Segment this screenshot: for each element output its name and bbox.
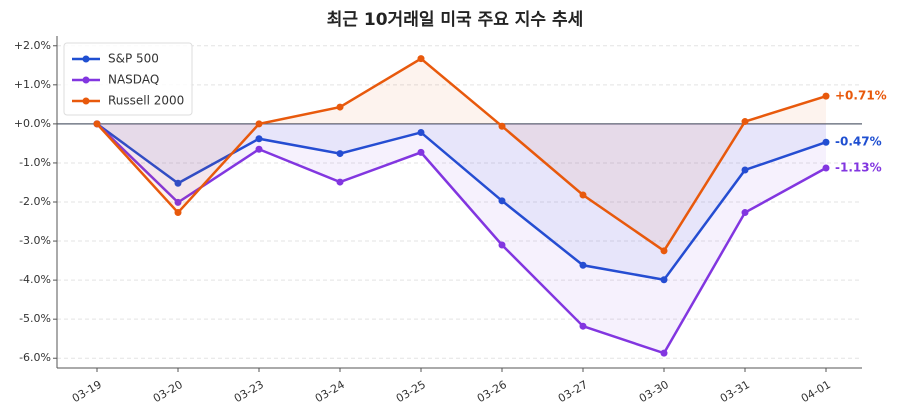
point xyxy=(174,209,182,217)
legend-marker xyxy=(82,55,90,63)
value-label: +0.71% xyxy=(835,89,887,103)
area xyxy=(97,58,826,251)
point xyxy=(417,128,425,136)
point xyxy=(741,118,749,126)
legend-marker xyxy=(82,97,90,105)
y-tick-label: -4.0% xyxy=(19,273,51,286)
x-tick-label: 03-20 xyxy=(151,378,185,405)
point xyxy=(498,122,506,130)
value-label: -0.47% xyxy=(835,135,882,149)
value-label: -1.13% xyxy=(835,161,882,175)
point xyxy=(255,145,263,153)
line xyxy=(96,57,827,253)
chart-title: 최근 10거래일 미국 주요 지수 추세 xyxy=(327,10,584,30)
legend-label: Russell 2000 xyxy=(108,94,184,108)
area xyxy=(97,123,826,354)
x-tick-label: 04-01 xyxy=(799,378,833,405)
point xyxy=(336,103,344,111)
x-tick-label: 03-19 xyxy=(70,378,104,405)
point xyxy=(660,247,668,255)
y-tick-label: -2.0% xyxy=(19,195,51,208)
point xyxy=(822,92,830,100)
point xyxy=(741,209,749,217)
point xyxy=(417,55,425,63)
point xyxy=(822,138,830,146)
legend-marker xyxy=(82,76,90,84)
point xyxy=(498,241,506,249)
x-tick-label: 03-26 xyxy=(475,378,509,405)
point xyxy=(579,191,587,199)
point xyxy=(579,322,587,330)
legend-box xyxy=(63,42,193,116)
y-tick-label: -3.0% xyxy=(19,234,51,247)
point xyxy=(174,198,182,206)
x-tick-label: 03-25 xyxy=(394,378,428,405)
point xyxy=(498,197,506,205)
point xyxy=(255,135,263,143)
x-tick-label: 03-30 xyxy=(637,378,671,405)
point xyxy=(336,178,344,186)
point xyxy=(579,261,587,269)
legend-label: S&P 500 xyxy=(108,52,159,66)
point xyxy=(660,349,668,357)
point xyxy=(93,120,101,128)
x-tick-label: 03-24 xyxy=(313,378,347,405)
area xyxy=(97,123,826,280)
y-tick-label: +0.0% xyxy=(14,117,51,130)
point xyxy=(822,164,830,172)
line xyxy=(96,122,827,282)
point xyxy=(255,120,263,128)
y-tick-label: +2.0% xyxy=(14,39,51,52)
point xyxy=(174,179,182,187)
y-tick-label: +1.0% xyxy=(14,78,51,91)
x-tick-label: 03-23 xyxy=(232,378,266,405)
point xyxy=(741,166,749,174)
point xyxy=(660,276,668,284)
point xyxy=(417,148,425,156)
y-tick-label: -5.0% xyxy=(19,312,51,325)
line xyxy=(96,122,827,355)
legend: S&P 500 NASDAQ Russell 2000 xyxy=(63,42,193,116)
point xyxy=(336,150,344,158)
y-tick-label: -1.0% xyxy=(19,156,51,169)
x-tick-label: 03-31 xyxy=(718,378,752,405)
x-tick-label: 03-27 xyxy=(556,378,590,405)
y-tick-label: -6.0% xyxy=(19,351,51,364)
legend-label: NASDAQ xyxy=(108,73,159,87)
